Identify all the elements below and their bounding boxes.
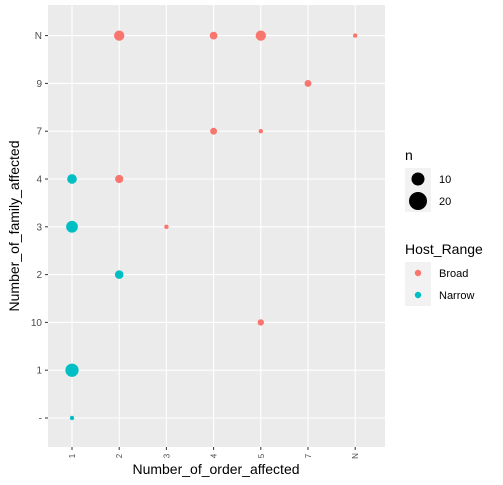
x-tick-label-0: 1 <box>68 453 77 458</box>
color-legend-label-broad: Broad <box>439 268 468 280</box>
y-tick-label-6: 7 <box>36 127 42 138</box>
x-axis-ticks: 1 2 3 4 5 7 N <box>68 447 360 459</box>
color-legend-label-narrow: Narrow <box>439 290 475 302</box>
color-legend-key-narrow <box>414 291 422 299</box>
data-point-broad-1 <box>209 31 218 40</box>
x-tick-label-4: 5 <box>257 453 266 458</box>
size-legend-label-10: 10 <box>439 174 451 186</box>
size-legend: n 10 20 <box>405 147 451 212</box>
size-legend-title: n <box>405 147 413 163</box>
x-tick-label-6: N <box>351 453 360 459</box>
y-tick-label-7: 9 <box>36 79 42 90</box>
data-point-broad-3 <box>353 33 358 38</box>
y-tick-label-1: 1 <box>36 366 42 377</box>
data-point-narrow-13 <box>65 363 79 377</box>
data-point-narrow-11 <box>66 220 78 233</box>
x-tick-label-3: 4 <box>210 453 219 458</box>
color-legend: Host_Range Broad Narrow <box>405 241 483 306</box>
x-tick-label-5: 7 <box>304 453 313 458</box>
data-point-broad-7 <box>115 174 124 184</box>
data-point-broad-9 <box>257 319 264 326</box>
data-point-broad-4 <box>304 79 312 87</box>
y-tick-label-0: - <box>39 414 42 425</box>
color-legend-key-broad <box>414 269 422 277</box>
data-point-broad-6 <box>258 129 263 134</box>
y-tick-label-3: 2 <box>36 270 42 281</box>
y-axis-ticks: - 1 10 2 3 4 7 9 N <box>31 31 48 425</box>
y-tick-label-4: 3 <box>36 222 42 233</box>
data-point-broad-8 <box>164 224 169 229</box>
color-legend-title: Host_Range <box>405 241 483 257</box>
size-legend-label-20: 20 <box>439 196 451 208</box>
data-point-narrow-14 <box>69 415 75 421</box>
size-legend-key-10 <box>411 172 425 186</box>
x-tick-label-1: 2 <box>115 453 124 458</box>
y-tick-label-5: 4 <box>36 175 42 186</box>
size-legend-key-20 <box>409 192 427 210</box>
y-tick-label-2: 10 <box>31 318 43 329</box>
y-tick-label-8: N <box>35 31 42 42</box>
y-axis-title: Number_of_family_affected <box>6 141 22 312</box>
data-point-narrow-10 <box>67 174 77 184</box>
x-tick-label-2: 3 <box>162 453 171 458</box>
x-axis-title: Number_of_order_affected <box>132 461 299 477</box>
panel-background <box>48 5 385 447</box>
data-point-broad-0 <box>114 30 125 41</box>
points <box>65 30 358 421</box>
data-point-broad-2 <box>255 30 266 41</box>
data-point-broad-5 <box>210 127 218 135</box>
data-point-narrow-12 <box>114 270 124 279</box>
